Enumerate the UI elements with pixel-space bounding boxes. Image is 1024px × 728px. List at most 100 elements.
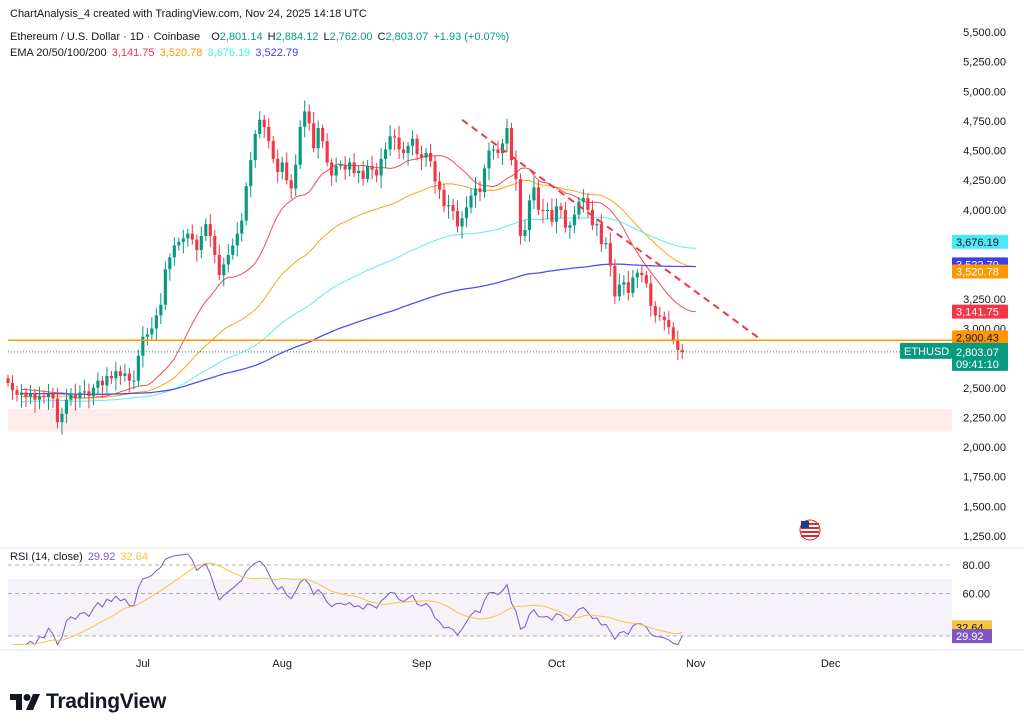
candle-body: [69, 394, 73, 400]
ema20-badge: 3,141.75: [956, 307, 999, 319]
close-value: 2,803.07: [385, 31, 429, 43]
candle-body: [127, 373, 131, 381]
candle-body: [428, 152, 433, 162]
candle-body: [19, 392, 24, 395]
trendline: [461, 118, 760, 339]
candle-body: [132, 380, 136, 382]
candle-body: [118, 371, 122, 376]
candle-body: [581, 198, 585, 202]
candle-body: [109, 375, 113, 379]
candle-body: [613, 265, 617, 297]
candle-body: [208, 224, 212, 236]
candle-body: [33, 393, 37, 400]
candle-body: [330, 162, 334, 176]
ema50-line: [21, 179, 696, 399]
candle-body: [195, 239, 199, 251]
candle-body: [199, 235, 203, 251]
price-tick-label: 1,250.00: [963, 531, 1006, 543]
price-tick-label: 2,000.00: [963, 442, 1006, 454]
ema50-badge: 3,520.78: [956, 266, 999, 278]
rsi-ma-value: 32.64: [120, 551, 148, 563]
rsi-ma-line: [12, 562, 683, 645]
rsi-title: RSI (14, close): [10, 551, 83, 563]
candle-body: [478, 188, 482, 193]
candle-body: [141, 336, 145, 356]
candle-body: [541, 209, 545, 212]
candle-body: [10, 383, 15, 391]
candle-body: [586, 198, 590, 210]
candle-body: [437, 181, 442, 190]
candle-body: [473, 188, 478, 196]
candle-body: [64, 399, 69, 414]
time-tick-label: Sep: [412, 658, 432, 670]
candle-body: [442, 189, 446, 207]
close-label: C: [377, 31, 386, 43]
candle-body: [339, 164, 343, 167]
flag-stripe: [801, 523, 819, 525]
ema20-value: 3,141.75: [111, 47, 155, 59]
price-tick-label: 5,000.00: [963, 86, 1006, 98]
ohlc-legend: Ethereum / U.S. Dollar · 1D · Coinbase O…: [10, 31, 511, 43]
candle-body: [424, 152, 428, 158]
flag-stripe: [801, 527, 819, 529]
candle-body: [626, 282, 630, 293]
time-tick-label: Jul: [136, 658, 150, 670]
rsi-value: 29.92: [87, 551, 116, 563]
candle-body: [136, 355, 140, 381]
candle-body: [6, 378, 10, 384]
time-axis[interactable]: Jul Aug Sep Oct Nov Dec: [0, 649, 1024, 670]
rsi-tick-label: 80.00: [962, 560, 990, 572]
candle-body: [159, 304, 163, 316]
candle-body: [491, 149, 496, 151]
candle-body: [446, 205, 451, 207]
price-tick-label: 1,750.00: [963, 472, 1006, 484]
candle-body: [635, 272, 639, 278]
candle-body: [105, 375, 109, 386]
symbol-label[interactable]: Ethereum / U.S. Dollar · 1D · Coinbase: [10, 31, 201, 43]
price-tick-label: 5,500.00: [963, 27, 1006, 39]
candle-body: [366, 166, 370, 180]
candle-body: [536, 187, 541, 210]
candle-body: [455, 211, 460, 227]
ema-legend[interactable]: EMA 20/50/100/200 3,141.75 3,520.78 3,67…: [10, 47, 300, 59]
ema200-value: 3,522.79: [255, 47, 299, 59]
price-axis[interactable]: 5,500.00 5,250.00 5,000.00 4,750.00 4,500.00…: [963, 27, 1006, 543]
ema100-badge-bg: [952, 234, 1008, 249]
us-flag-icon[interactable]: [799, 519, 821, 541]
candle-body: [357, 170, 361, 174]
ema20-line: [21, 155, 696, 399]
ema100-line: [21, 216, 696, 403]
candle-body: [397, 137, 401, 150]
high-value: 2,884.12: [275, 31, 319, 43]
candle-body: [172, 245, 176, 258]
candle-body: [406, 145, 410, 153]
candle-body: [550, 209, 554, 222]
candle-body: [244, 186, 248, 221]
rsi-band: [8, 579, 952, 636]
rsi-legend[interactable]: RSI (14, close) 29.92 32.64: [10, 551, 150, 563]
rsi-badge-bg: [952, 629, 992, 644]
candle-body: [545, 209, 550, 212]
rsi-tick-label: 60.00: [962, 588, 990, 600]
candle-body: [150, 328, 154, 335]
time-tick-label: Nov: [686, 658, 706, 670]
candle-body: [644, 275, 648, 284]
rsi-badge: 29.92: [956, 631, 984, 643]
candle-body: [370, 166, 374, 170]
ema20-badge-bg: [952, 304, 1008, 319]
candle-body: [572, 214, 576, 226]
candle-body: [393, 136, 397, 138]
time-tick-label: Oct: [548, 658, 565, 670]
change-value: +1.93 (+0.07%): [433, 31, 510, 43]
candle-body: [348, 162, 352, 170]
tradingview-logo[interactable]: TradingView: [10, 690, 166, 714]
candle-body: [640, 272, 644, 276]
candle-body: [496, 149, 500, 153]
candle-body: [388, 136, 392, 150]
low-label: L: [323, 31, 330, 43]
last-price-badge-bg: [952, 342, 1008, 371]
price-tick-label: 4,500.00: [963, 146, 1006, 158]
flag-stripe: [801, 531, 819, 533]
ema100-badge: 3,676.19: [956, 237, 999, 249]
